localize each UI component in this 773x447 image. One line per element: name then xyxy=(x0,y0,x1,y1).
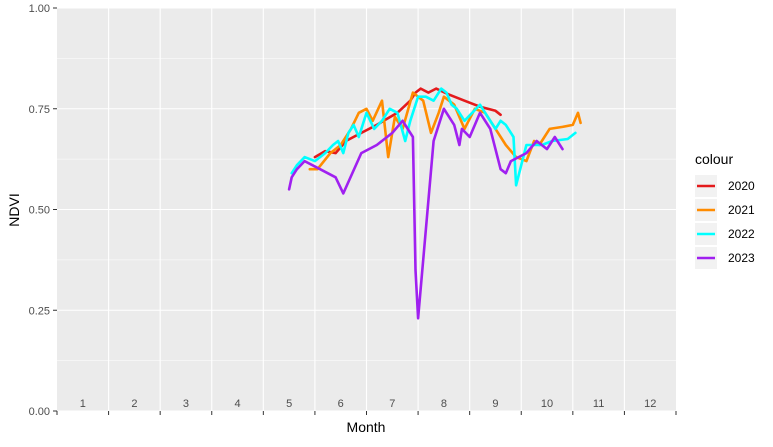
y-tick-label: 1.00 xyxy=(29,3,50,15)
x-tick-label: 3 xyxy=(183,398,189,410)
x-axis-ticks xyxy=(56,411,677,415)
y-tick-label: 0.00 xyxy=(29,406,50,418)
series-line-2023 xyxy=(287,107,564,320)
legend: colour 2020 2021 2022 2023 xyxy=(695,151,755,269)
x-tick-label: 8 xyxy=(441,398,447,410)
legend-label-2022: 2022 xyxy=(728,227,755,241)
legend-label-2021: 2021 xyxy=(728,203,755,217)
y-axis-ticks xyxy=(53,7,57,412)
x-tick-label: 4 xyxy=(234,398,240,410)
x-tick-label: 7 xyxy=(389,398,395,410)
x-tick-labels: 1 2 3 4 5 6 7 8 9 10 11 12 xyxy=(80,398,657,410)
legend-title: colour xyxy=(695,151,733,167)
x-tick-label: 12 xyxy=(644,398,656,410)
grid-major xyxy=(57,7,676,412)
legend-items: 2020 2021 2022 2023 xyxy=(695,175,755,269)
legend-label-2020: 2020 xyxy=(728,179,755,193)
x-tick-label: 5 xyxy=(286,398,292,410)
x-axis-title: Month xyxy=(347,419,386,435)
y-tick-label: 0.50 xyxy=(29,205,50,217)
series-lines xyxy=(287,87,582,320)
x-tick-label: 6 xyxy=(338,398,344,410)
y-tick-label: 0.75 xyxy=(29,104,50,116)
legend-label-2023: 2023 xyxy=(728,251,755,265)
y-tick-labels: 0.00 0.25 0.50 0.75 1.00 xyxy=(29,3,50,418)
y-axis-title: NDVI xyxy=(6,193,22,226)
x-tick-label: 9 xyxy=(492,398,498,410)
x-tick-label: 1 xyxy=(80,398,86,410)
x-tick-label: 11 xyxy=(593,398,604,410)
x-tick-label: 2 xyxy=(131,398,137,410)
x-tick-label: 10 xyxy=(541,398,553,410)
y-tick-label: 0.25 xyxy=(29,305,50,317)
series-line-2022 xyxy=(290,87,577,187)
